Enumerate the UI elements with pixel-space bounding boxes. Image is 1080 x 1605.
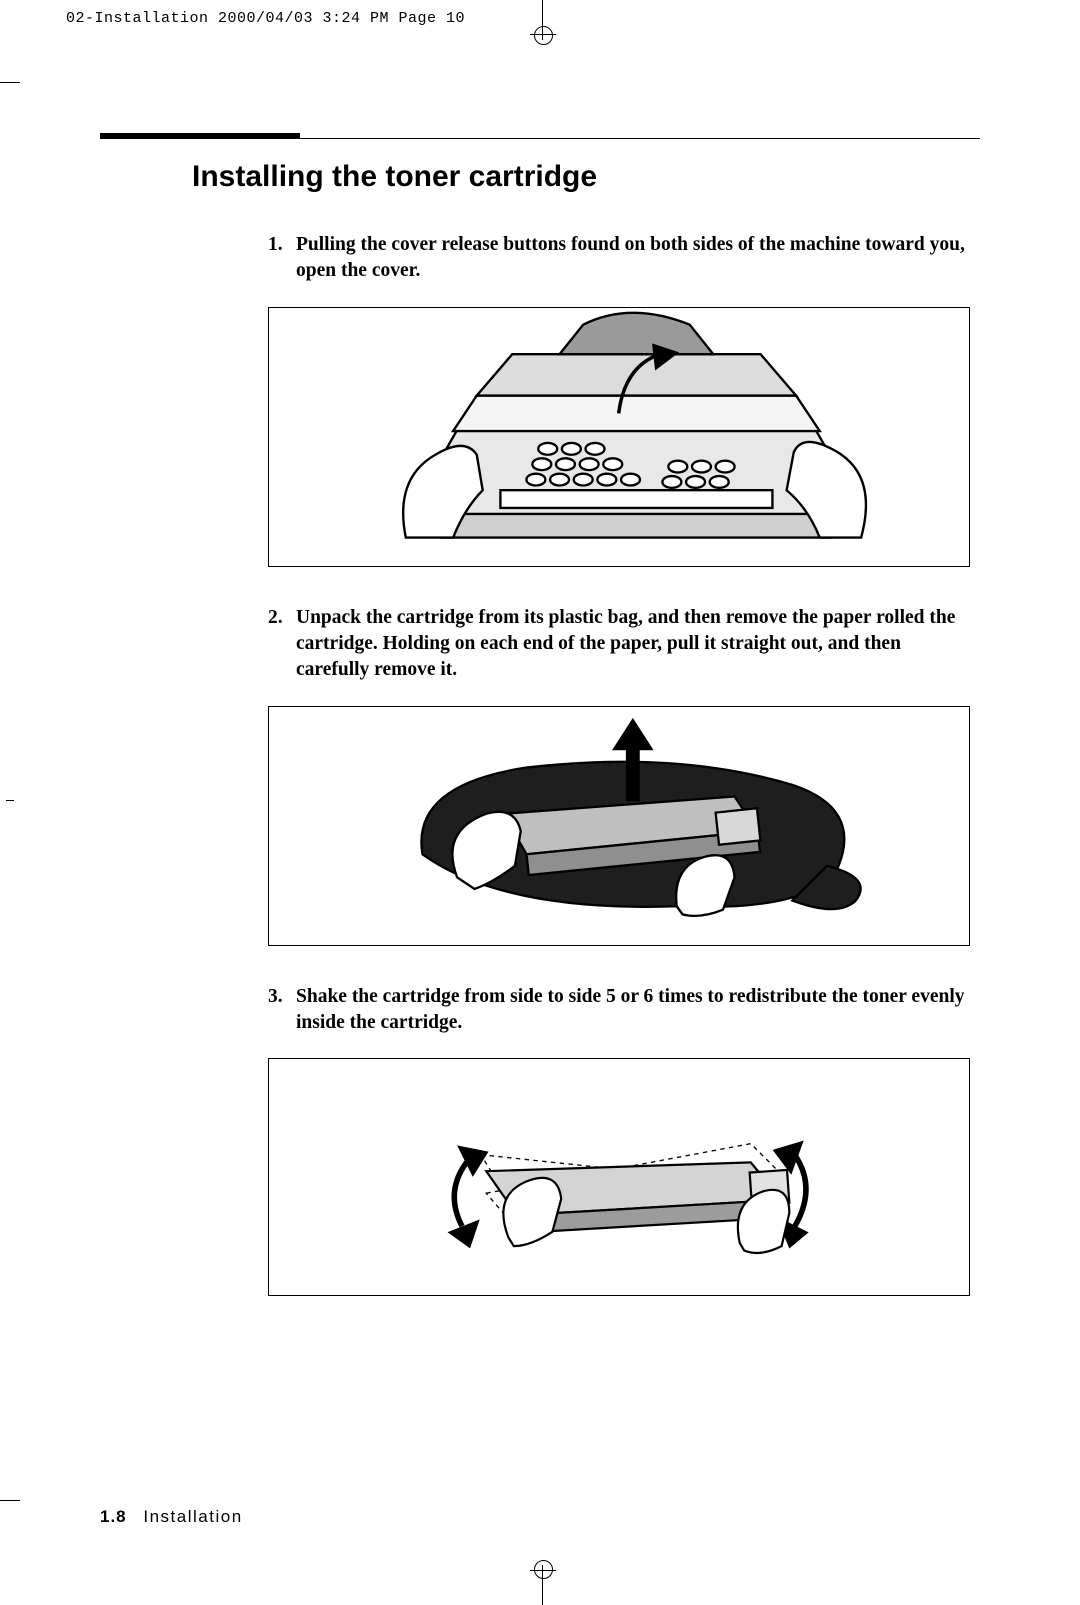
figure-open-cover xyxy=(268,307,970,567)
figure-shake-cartridge xyxy=(268,1058,970,1296)
crop-mark-top xyxy=(534,0,552,40)
cartridge-unpack-icon xyxy=(330,704,908,947)
step-text: 1. Pulling the cover release buttons fou… xyxy=(268,232,970,285)
header-rule-thin xyxy=(192,138,980,139)
step-1: 1. Pulling the cover release buttons fou… xyxy=(268,232,970,567)
step-body: Shake the cartridge from side to side 5 … xyxy=(296,984,970,1037)
section-title: Installing the toner cartridge xyxy=(192,160,980,194)
page-footer: 1.8 Installation xyxy=(100,1507,243,1527)
step-number: 1. xyxy=(268,232,292,285)
step-number: 2. xyxy=(268,605,292,684)
cartridge-shake-icon xyxy=(343,1061,894,1292)
step-number: 3. xyxy=(268,984,292,1037)
figure-unpack-cartridge xyxy=(268,706,970,946)
step-3: 3. Shake the cartridge from side to side… xyxy=(268,984,970,1297)
section-label: Installation xyxy=(143,1507,242,1526)
crop-tick xyxy=(0,82,20,83)
step-list: 1. Pulling the cover release buttons fou… xyxy=(268,232,970,1296)
page-content: Installing the toner cartridge 1. Pullin… xyxy=(100,100,980,1505)
crop-tick xyxy=(6,800,14,801)
crop-tick xyxy=(0,1500,20,1501)
step-text: 2. Unpack the cartridge from its plastic… xyxy=(268,605,970,684)
crop-mark-bottom xyxy=(534,1565,552,1605)
print-header-meta: 02-Installation 2000/04/03 3:24 PM Page … xyxy=(66,10,465,27)
printer-open-cover-icon xyxy=(323,301,914,573)
step-body: Pulling the cover release buttons found … xyxy=(296,232,970,285)
step-body: Unpack the cartridge from its plastic ba… xyxy=(296,605,970,684)
step-text: 3. Shake the cartridge from side to side… xyxy=(268,984,970,1037)
header-rule-thick xyxy=(100,133,300,139)
step-2: 2. Unpack the cartridge from its plastic… xyxy=(268,605,970,946)
header-rules xyxy=(100,100,980,148)
page-number: 1.8 xyxy=(100,1507,127,1526)
